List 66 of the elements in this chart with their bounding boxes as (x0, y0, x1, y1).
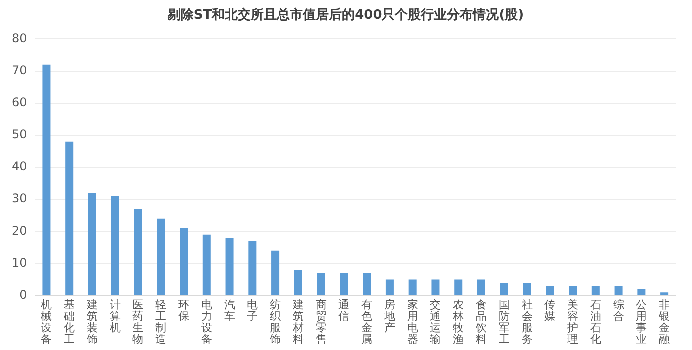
y-tick-label: 80 (12, 31, 28, 46)
x-tick-label: 社会服务 (522, 298, 533, 346)
x-tick-label: 基础化工 (63, 298, 76, 346)
x-tick-label: 建筑材料 (292, 298, 304, 346)
x-tick-label: 建筑装饰 (86, 298, 98, 346)
y-tick-label: 20 (12, 224, 28, 238)
x-tick-label: 商贸零售 (316, 298, 327, 346)
bar (614, 286, 623, 296)
bar (454, 280, 463, 296)
y-tick-label: 70 (12, 63, 28, 78)
bar (340, 273, 348, 296)
bar (638, 289, 646, 296)
bar (88, 193, 96, 296)
x-tick-label: 公用事业 (636, 298, 648, 346)
chart-title: 剔除ST和北交所且总市值居后的400只个股行业分布情况(股) (166, 6, 526, 24)
bar (569, 286, 578, 296)
x-tick-label: 传媒 (544, 298, 556, 323)
bar (111, 196, 120, 296)
bar (134, 209, 142, 296)
x-tick-label: 非银金融 (658, 298, 670, 346)
y-tick-label: 10 (12, 256, 28, 270)
x-tick-label: 轻工制造 (156, 298, 167, 346)
x-tick-label: 家用电器 (407, 298, 418, 346)
bar (42, 64, 51, 296)
y-tick-label: 0 (20, 288, 28, 302)
bar (363, 273, 372, 296)
x-tick-label: 汽车 (224, 298, 236, 323)
bar (248, 241, 257, 296)
bar (546, 286, 554, 296)
bar (592, 286, 600, 296)
bar (660, 292, 669, 296)
x-tick-label: 农林牧渔 (452, 298, 464, 346)
bar (226, 238, 234, 296)
x-tick-label: 石油石化 (590, 298, 602, 346)
x-tick-label: 综合 (613, 298, 624, 323)
y-tick-label: 40 (12, 160, 28, 174)
x-tick-label: 有色金属 (362, 298, 373, 346)
x-tick-label: 通信 (338, 298, 350, 323)
bar (477, 280, 486, 296)
x-tick-label: 交通运输 (430, 298, 442, 346)
bar (66, 142, 74, 296)
x-tick-label: 机械设备 (41, 298, 52, 346)
bar (500, 282, 508, 296)
x-tick-label: 计算机 (110, 298, 121, 335)
x-tick-label: 食品饮料 (474, 298, 487, 346)
bar (272, 250, 280, 296)
x-tick-label: 电子 (247, 298, 258, 323)
bar (408, 280, 417, 296)
bar (317, 273, 326, 296)
x-tick-label: 环保 (178, 298, 190, 323)
bar (294, 270, 302, 296)
x-tick-label: 国防军工 (498, 298, 510, 346)
bar (523, 282, 532, 296)
y-tick-label: 50 (12, 128, 28, 142)
x-tick-label: 纺织服饰 (269, 298, 282, 346)
x-tick-label: 房地产 (383, 298, 396, 335)
x-tick-label: 美容护理 (566, 298, 579, 346)
x-tick-label: 医药生物 (132, 298, 144, 346)
y-tick-label: 60 (12, 95, 28, 110)
bar (432, 280, 440, 296)
bar (202, 234, 211, 296)
bar (180, 228, 188, 296)
bar (386, 280, 394, 296)
y-tick-label: 30 (12, 192, 28, 206)
bar (157, 218, 166, 296)
x-tick-label: 电力设备 (201, 298, 212, 346)
